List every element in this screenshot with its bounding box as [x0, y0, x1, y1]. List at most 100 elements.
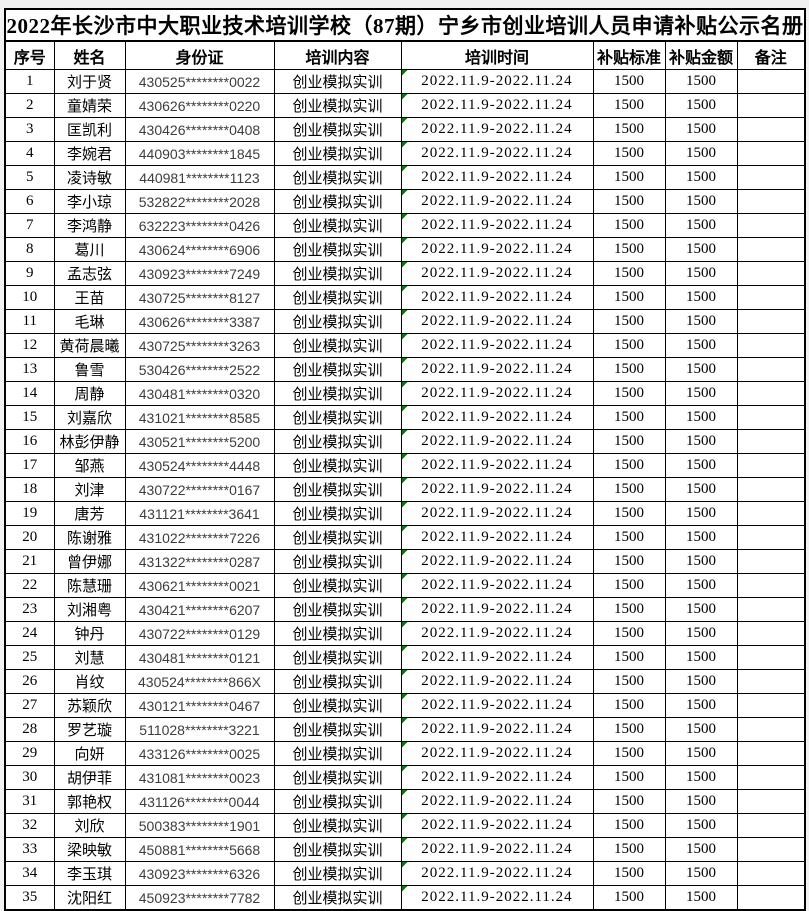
cell-remark — [736, 93, 806, 118]
table-row: 32 刘欣 500383********1901 创业模拟实训 2022.11.… — [4, 813, 806, 838]
cell-id-number: 430725********8127 — [124, 285, 275, 310]
cell-flag-triangle-icon — [402, 742, 408, 748]
cell-person-name: 陈慧珊 — [53, 573, 126, 598]
cell-flag-triangle-icon — [402, 214, 408, 220]
cell-id-number: 430426********0408 — [124, 117, 275, 142]
cell-remark — [736, 837, 806, 862]
cell-remark — [736, 573, 806, 598]
cell-person-name: 黄荷晨曦 — [53, 333, 126, 358]
table-row: 5 凌诗敏 440981********1123 创业模拟实训 2022.11.… — [4, 165, 806, 190]
cell-flag-triangle-icon — [402, 430, 408, 436]
cell-training-time-text: 2022.11.9-2022.11.24 — [421, 817, 573, 833]
cell-person-name: 周静 — [53, 381, 126, 406]
cell-serial-number: 16 — [4, 429, 55, 454]
cell-serial-number: 11 — [4, 309, 55, 334]
cell-id-number: 430524********4448 — [124, 453, 275, 478]
cell-training-content: 创业模拟实训 — [273, 405, 402, 430]
cell-remark — [736, 549, 806, 574]
table-row: 15 刘嘉欣 431021********8585 创业模拟实训 2022.11… — [4, 405, 806, 430]
col-header-no: 序号 — [4, 40, 55, 70]
cell-training-time-text: 2022.11.9-2022.11.24 — [421, 577, 573, 593]
cell-person-name: 陈谢雅 — [53, 525, 126, 550]
cell-training-time: 2022.11.9-2022.11.24 — [400, 597, 594, 622]
cell-person-name: 沈阳红 — [53, 885, 126, 911]
cell-id-number: 450881********5668 — [124, 837, 275, 862]
cell-subsidy-amount: 1500 — [664, 789, 738, 814]
cell-serial-number: 6 — [4, 189, 55, 214]
cell-training-time-text: 2022.11.9-2022.11.24 — [421, 361, 573, 377]
cell-subsidy-standard: 1500 — [592, 813, 666, 838]
cell-subsidy-amount: 1500 — [664, 213, 738, 238]
cell-flag-triangle-icon — [402, 406, 408, 412]
cell-subsidy-amount: 1500 — [664, 549, 738, 574]
cell-subsidy-amount: 1500 — [664, 597, 738, 622]
cell-training-time: 2022.11.9-2022.11.24 — [400, 813, 594, 838]
cell-training-time-text: 2022.11.9-2022.11.24 — [421, 289, 573, 305]
cell-serial-number: 8 — [4, 237, 55, 262]
cell-subsidy-standard: 1500 — [592, 237, 666, 262]
cell-training-time: 2022.11.9-2022.11.24 — [400, 453, 594, 478]
cell-subsidy-amount: 1500 — [664, 669, 738, 694]
cell-subsidy-standard: 1500 — [592, 405, 666, 430]
cell-remark — [736, 765, 806, 790]
cell-person-name: 刘津 — [53, 477, 126, 502]
cell-training-time-text: 2022.11.9-2022.11.24 — [421, 169, 573, 185]
cell-training-time-text: 2022.11.9-2022.11.24 — [421, 457, 573, 473]
cell-subsidy-standard: 1500 — [592, 93, 666, 118]
cell-flag-triangle-icon — [402, 502, 408, 508]
cell-id-number: 511028********3221 — [124, 717, 275, 742]
cell-remark — [736, 813, 806, 838]
cell-serial-number: 33 — [4, 837, 55, 862]
cell-flag-triangle-icon — [402, 310, 408, 316]
cell-flag-triangle-icon — [402, 622, 408, 628]
table-row: 23 刘湘粤 430421********6207 创业模拟实训 2022.11… — [4, 597, 806, 622]
cell-serial-number: 3 — [4, 117, 55, 142]
cell-training-content: 创业模拟实训 — [273, 525, 402, 550]
table-row: 6 李小琼 532822********2028 创业模拟实训 2022.11.… — [4, 189, 806, 214]
cell-person-name: 胡伊菲 — [53, 765, 126, 790]
cell-flag-triangle-icon — [402, 286, 408, 292]
cell-training-time: 2022.11.9-2022.11.24 — [400, 669, 594, 694]
cell-id-number: 431126********0044 — [124, 789, 275, 814]
cell-training-content: 创业模拟实训 — [273, 237, 402, 262]
table-row: 9 孟志弦 430923********7249 创业模拟实训 2022.11.… — [4, 261, 806, 286]
cell-training-time-text: 2022.11.9-2022.11.24 — [421, 409, 573, 425]
cell-subsidy-amount: 1500 — [664, 141, 738, 166]
cell-subsidy-amount: 1500 — [664, 885, 738, 911]
cell-remark — [736, 333, 806, 358]
cell-subsidy-standard: 1500 — [592, 309, 666, 334]
cell-training-content: 创业模拟实训 — [273, 189, 402, 214]
col-header-amount: 补贴金额 — [664, 40, 738, 70]
cell-training-content: 创业模拟实训 — [273, 621, 402, 646]
cell-subsidy-amount: 1500 — [664, 165, 738, 190]
cell-person-name: 邹燕 — [53, 453, 126, 478]
cell-remark — [736, 789, 806, 814]
cell-training-time-text: 2022.11.9-2022.11.24 — [421, 265, 573, 281]
cell-subsidy-standard: 1500 — [592, 573, 666, 598]
cell-remark — [736, 717, 806, 742]
cell-id-number: 500383********1901 — [124, 813, 275, 838]
cell-remark — [736, 525, 806, 550]
cell-subsidy-standard: 1500 — [592, 837, 666, 862]
cell-subsidy-amount: 1500 — [664, 477, 738, 502]
cell-subsidy-standard: 1500 — [592, 885, 666, 911]
cell-flag-triangle-icon — [402, 886, 408, 892]
cell-training-time: 2022.11.9-2022.11.24 — [400, 741, 594, 766]
col-header-standard: 补贴标准 — [592, 40, 666, 70]
cell-id-number: 430421********6207 — [124, 597, 275, 622]
table-row: 2 童婧荣 430626********0220 创业模拟实训 2022.11.… — [4, 93, 806, 118]
cell-remark — [736, 357, 806, 382]
cell-flag-triangle-icon — [402, 790, 408, 796]
cell-subsidy-amount: 1500 — [664, 501, 738, 526]
cell-training-time: 2022.11.9-2022.11.24 — [400, 429, 594, 454]
cell-flag-triangle-icon — [402, 718, 408, 724]
cell-person-name: 鲁雪 — [53, 357, 126, 382]
cell-subsidy-standard: 1500 — [592, 141, 666, 166]
cell-training-time: 2022.11.9-2022.11.24 — [400, 885, 594, 911]
table-row: 16 林彭伊静 430521********5200 创业模拟实训 2022.1… — [4, 429, 806, 454]
cell-training-content: 创业模拟实训 — [273, 573, 402, 598]
cell-serial-number: 22 — [4, 573, 55, 598]
cell-serial-number: 20 — [4, 525, 55, 550]
cell-serial-number: 25 — [4, 645, 55, 670]
cell-training-time-text: 2022.11.9-2022.11.24 — [421, 73, 573, 89]
